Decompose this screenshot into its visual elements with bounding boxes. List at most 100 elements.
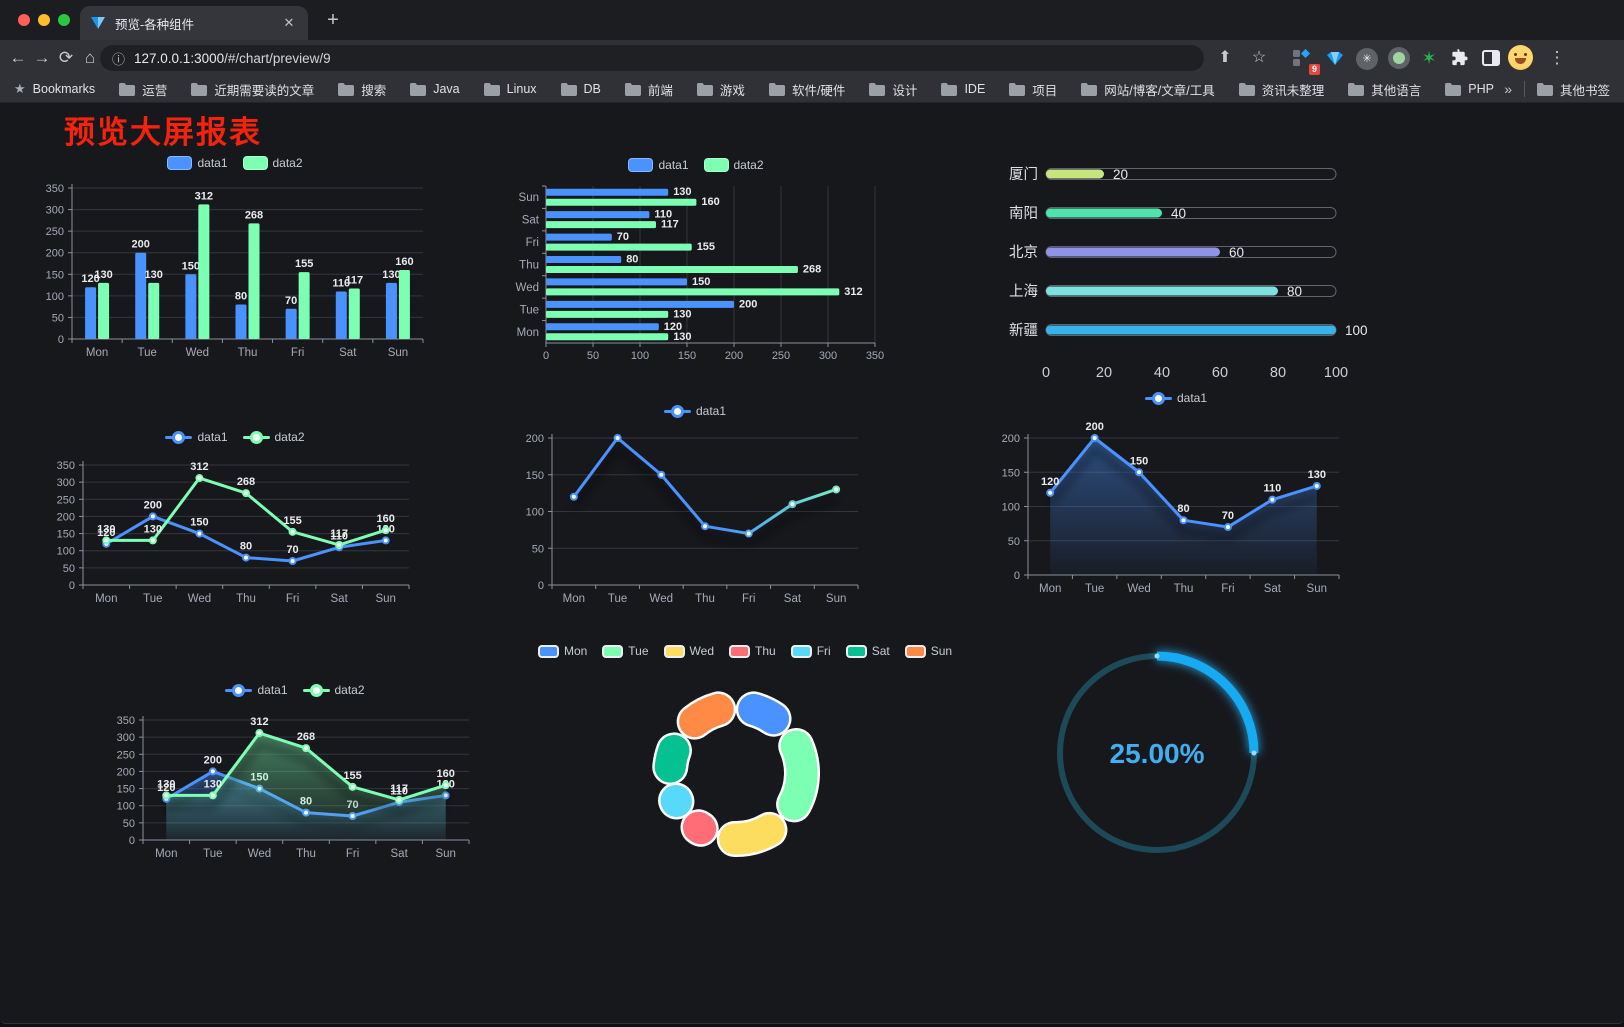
share-icon[interactable]: ⬆ [1218, 49, 1232, 66]
legend-item-data1[interactable]: data1 [628, 158, 689, 172]
bookmark-folder[interactable]: 近期需要读的文章 [191, 80, 314, 99]
other-bookmarks[interactable]: 其他书签 [1536, 80, 1610, 99]
browser-tab[interactable]: 预览-各种组件 ✕ [80, 6, 308, 40]
svg-text:120: 120 [1041, 476, 1059, 488]
legend-item-Wed[interactable]: Wed [663, 644, 714, 658]
extension-settings-icon[interactable]: ✳ [1354, 44, 1380, 72]
tab-close-icon[interactable]: ✕ [283, 15, 295, 30]
legend-item-data1[interactable]: data1 [165, 430, 228, 444]
svg-text:200: 200 [1085, 421, 1103, 433]
page-content: 预览大屏报表 0 50 100 150 200 250 300 350 Mon 120 130 Tue… [0, 103, 1624, 1024]
svg-text:0: 0 [58, 334, 64, 346]
bookmark-folder[interactable]: Java [410, 82, 460, 96]
bookmark-folder[interactable]: 前端 [624, 80, 673, 99]
legend-item-data1[interactable]: data1 [225, 683, 288, 697]
folder-icon [560, 82, 577, 96]
svg-text:Sat: Sat [784, 593, 802, 605]
window-close-button[interactable] [18, 14, 30, 26]
bookmark-folder[interactable]: 设计 [869, 80, 917, 99]
extension-vue-devtools-icon[interactable] [1322, 44, 1348, 72]
legend-item-Mon[interactable]: Mon [537, 644, 587, 658]
legend-item-Thu[interactable]: Thu [729, 644, 776, 658]
svg-text:0: 0 [129, 835, 135, 847]
svg-text:130: 130 [673, 331, 691, 343]
svg-text:250: 250 [57, 494, 75, 506]
svg-text:Sat: Sat [331, 593, 349, 605]
legend-item-data2[interactable]: data2 [242, 156, 303, 170]
bookmark-folder[interactable]: 网站/博客/文章/工具 [1081, 80, 1215, 99]
forward-icon[interactable]: → [33, 48, 51, 67]
bookmark-folder[interactable]: 其他语言 [1348, 80, 1421, 99]
svg-text:60: 60 [1212, 365, 1228, 381]
svg-text:Sun: Sun [375, 593, 395, 605]
folder-icon [1445, 82, 1462, 96]
chart-legend: data1 data2 [40, 156, 430, 170]
extension-recorder-icon[interactable] [1386, 44, 1412, 72]
svg-text:250: 250 [772, 350, 790, 362]
svg-text:0: 0 [69, 580, 75, 592]
bookmark-star-icon[interactable]: ☆ [1251, 49, 1267, 66]
legend-item-data1[interactable]: data1 [167, 156, 228, 170]
address-bar[interactable]: ⓘ 127.0.0.1:3000 /#/chart/preview/9 [100, 45, 1204, 71]
bookmark-folder[interactable]: 游戏 [696, 80, 745, 99]
svg-text:Fri: Fri [742, 593, 755, 605]
bookmark-folder[interactable]: 软件/硬件 [768, 80, 845, 99]
bookmark-folder[interactable]: IDE [941, 82, 985, 96]
extension-tampermonkey-icon[interactable]: 9 [1288, 44, 1320, 75]
bookmark-folder[interactable]: Linux [483, 82, 537, 96]
svg-text:130: 130 [97, 523, 115, 535]
profile-avatar[interactable] [1508, 45, 1533, 70]
bookmark-folder[interactable]: 搜索 [338, 80, 386, 99]
reload-icon[interactable]: ⟳ [58, 48, 74, 67]
url-host: 127.0.0.1:3000 [134, 50, 225, 66]
legend-item-data1[interactable]: data1 [663, 404, 726, 418]
bookmarks-overflow-chevron[interactable]: » [1504, 81, 1512, 97]
bookmark-folder[interactable]: 资讯未整理 [1238, 80, 1324, 99]
window-minimize-button[interactable] [38, 14, 50, 26]
svg-text:50: 50 [123, 818, 135, 830]
svg-text:80: 80 [235, 290, 247, 302]
back-icon[interactable]: ← [9, 48, 27, 67]
window-maximize-button[interactable] [58, 14, 70, 26]
legend-item-Sun[interactable]: Sun [904, 644, 952, 658]
home-icon[interactable]: ⌂ [84, 48, 96, 67]
svg-text:50: 50 [63, 563, 75, 575]
bookmarks-root[interactable]: ★ Bookmarks [14, 81, 96, 96]
legend-item-data2[interactable]: data2 [242, 430, 305, 444]
svg-text:250: 250 [46, 226, 64, 238]
extensions-puzzle-icon[interactable] [1446, 44, 1472, 72]
chart-single-area: 0 50 100 150 200 Mon Tue Wed Thu Fri Sat Sun 120 200 1… [980, 385, 1372, 607]
legend-item-data1[interactable]: data1 [1144, 391, 1207, 405]
svg-text:160: 160 [395, 256, 413, 268]
folder-icon [1238, 82, 1255, 96]
svg-text:350: 350 [866, 350, 884, 362]
chart-gradient-line: 0 50 100 150 200 Mon Tue Wed Thu Fri Sat Sun data1 [495, 395, 895, 613]
new-tab-button[interactable]: + [327, 9, 339, 31]
bookmark-folder[interactable]: PHP [1445, 82, 1494, 96]
svg-text:60: 60 [1229, 245, 1244, 260]
legend-item-data2[interactable]: data2 [703, 158, 764, 172]
menu-kebab-icon[interactable]: ⋮ [1548, 48, 1566, 67]
bookmark-folder[interactable]: 运营 [119, 80, 167, 99]
svg-text:50: 50 [587, 350, 599, 362]
chart-two-series-line: 0 50 100 150 200 250 300 350 Mon Tue Wed Thu Fri Sat S… [40, 415, 430, 635]
svg-text:155: 155 [295, 258, 313, 270]
svg-text:300: 300 [117, 732, 135, 744]
bookmark-folder[interactable]: DB [560, 82, 601, 96]
svg-text:南阳: 南阳 [1009, 205, 1038, 222]
bookmark-folder[interactable]: 项目 [1009, 80, 1057, 99]
legend-item-data2[interactable]: data2 [302, 683, 365, 697]
svg-text:Wed: Wed [650, 593, 673, 605]
legend-item-Fri[interactable]: Fri [790, 644, 831, 658]
svg-text:Thu: Thu [695, 593, 715, 605]
chart-legend: data1 data2 [100, 683, 490, 697]
svg-text:200: 200 [46, 248, 64, 260]
svg-text:155: 155 [697, 241, 715, 253]
site-info-icon[interactable]: ⓘ [112, 51, 126, 67]
sidebar-toggle-icon[interactable] [1478, 44, 1504, 72]
extension-star-icon[interactable]: ✶ [1421, 48, 1437, 68]
legend-item-Sat[interactable]: Sat [845, 644, 890, 658]
legend-item-Tue[interactable]: Tue [602, 644, 649, 658]
svg-text:312: 312 [190, 461, 208, 473]
svg-text:Sat: Sat [1264, 583, 1282, 595]
